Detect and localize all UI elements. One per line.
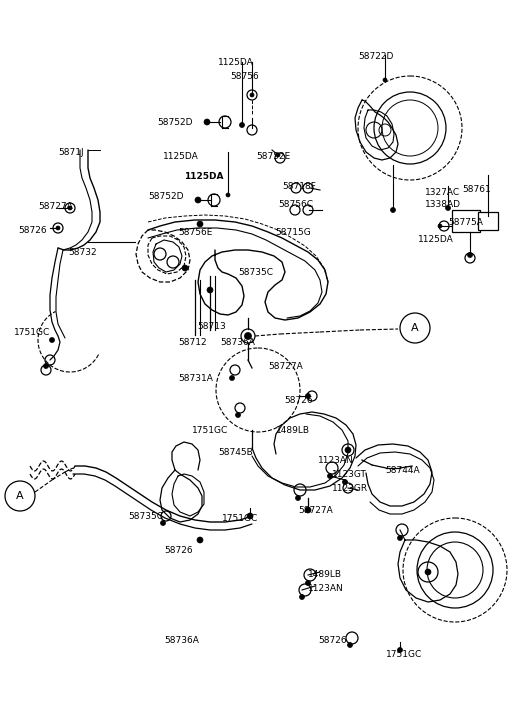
Circle shape — [197, 221, 203, 227]
Circle shape — [398, 536, 402, 540]
Text: 1125DA: 1125DA — [418, 235, 454, 244]
Text: 1123GT: 1123GT — [332, 470, 367, 479]
Circle shape — [398, 648, 402, 653]
Text: 1489LB: 1489LB — [308, 570, 342, 579]
Text: 1751GC: 1751GC — [386, 650, 422, 659]
Circle shape — [226, 193, 230, 197]
Text: 58745B: 58745B — [218, 448, 253, 457]
Text: 58736A: 58736A — [220, 338, 255, 347]
Text: 1751GC: 1751GC — [222, 514, 258, 523]
Text: 58752E: 58752E — [256, 152, 290, 161]
Text: 58736A: 58736A — [164, 636, 199, 645]
Circle shape — [446, 206, 450, 211]
Text: 58761: 58761 — [462, 185, 491, 194]
Circle shape — [438, 224, 442, 228]
Circle shape — [207, 287, 213, 293]
Bar — [478, 212, 498, 230]
Text: 58744A: 58744A — [385, 466, 419, 475]
Text: 58727A: 58727A — [38, 202, 73, 211]
Circle shape — [425, 569, 431, 575]
Text: 58722D: 58722D — [358, 52, 393, 61]
Circle shape — [276, 153, 280, 157]
Text: 1338AD: 1338AD — [425, 200, 461, 209]
Circle shape — [305, 580, 311, 585]
Circle shape — [485, 214, 491, 219]
Text: 1327AC: 1327AC — [425, 188, 460, 197]
Text: 58756E: 58756E — [178, 228, 212, 237]
Circle shape — [68, 206, 72, 210]
Text: 58732: 58732 — [68, 248, 97, 257]
Text: 58756C: 58756C — [278, 200, 313, 209]
Text: 1123AN: 1123AN — [308, 584, 344, 593]
Circle shape — [182, 265, 188, 271]
Circle shape — [347, 643, 353, 648]
Text: 1123GR: 1123GR — [332, 484, 368, 493]
Circle shape — [229, 376, 235, 380]
Text: 1489LB: 1489LB — [276, 426, 310, 435]
Text: 1751GC: 1751GC — [14, 328, 50, 337]
Text: 58712: 58712 — [178, 338, 207, 347]
Circle shape — [305, 393, 311, 398]
Circle shape — [244, 332, 252, 340]
Text: 5871J: 5871J — [58, 148, 83, 157]
Text: 58726: 58726 — [284, 396, 313, 405]
Text: 58726: 58726 — [164, 546, 193, 555]
Text: 58727A: 58727A — [268, 362, 303, 371]
Circle shape — [250, 93, 254, 97]
Text: 58756: 58756 — [230, 72, 259, 81]
Circle shape — [299, 595, 304, 600]
Text: 58735C: 58735C — [238, 268, 273, 277]
Circle shape — [49, 337, 55, 342]
Circle shape — [295, 496, 301, 500]
Circle shape — [345, 447, 351, 453]
Text: 1125DA: 1125DA — [163, 152, 199, 161]
Circle shape — [195, 197, 201, 203]
Circle shape — [305, 507, 311, 513]
Circle shape — [342, 480, 347, 484]
Circle shape — [239, 123, 244, 127]
Circle shape — [390, 207, 396, 212]
Text: 58726: 58726 — [18, 226, 47, 235]
Circle shape — [160, 521, 166, 526]
Circle shape — [204, 119, 210, 125]
Text: 1123AN: 1123AN — [318, 456, 354, 465]
Text: 1125DA: 1125DA — [218, 58, 254, 67]
Circle shape — [328, 473, 332, 478]
Text: 58715G: 58715G — [275, 228, 311, 237]
Circle shape — [197, 537, 203, 543]
Text: 58713: 58713 — [197, 322, 226, 331]
Text: 58752D: 58752D — [148, 192, 184, 201]
Text: 58775A: 58775A — [448, 218, 483, 227]
Circle shape — [383, 78, 387, 82]
Text: 58726: 58726 — [318, 636, 347, 645]
Circle shape — [236, 412, 241, 417]
Text: 58735C: 58735C — [128, 512, 163, 521]
Text: 58731A: 58731A — [178, 374, 213, 383]
Bar — [452, 210, 480, 232]
Text: 1751GC: 1751GC — [192, 426, 228, 435]
Circle shape — [467, 252, 473, 257]
Circle shape — [56, 226, 60, 230]
Text: A: A — [16, 491, 24, 501]
Text: 58727A: 58727A — [298, 506, 333, 515]
Text: 58752D: 58752D — [157, 118, 193, 127]
Circle shape — [247, 513, 253, 519]
Circle shape — [44, 364, 48, 369]
Text: A: A — [411, 323, 419, 333]
Text: 58718F: 58718F — [282, 182, 316, 191]
Text: 1125DA: 1125DA — [184, 172, 224, 181]
